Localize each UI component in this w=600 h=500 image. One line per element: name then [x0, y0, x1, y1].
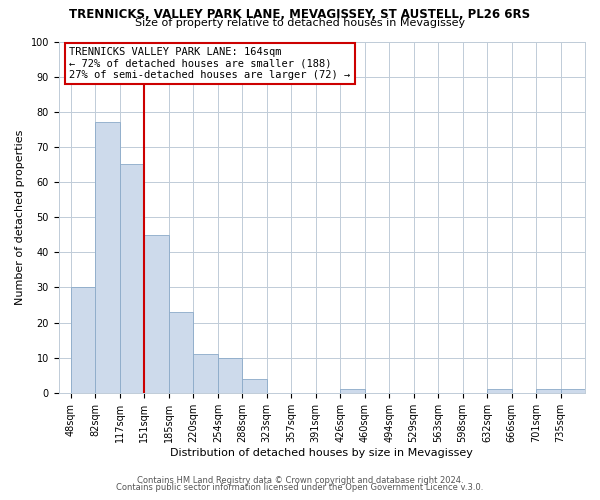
Text: Contains HM Land Registry data © Crown copyright and database right 2024.: Contains HM Land Registry data © Crown c…: [137, 476, 463, 485]
Text: Contains public sector information licensed under the Open Government Licence v.: Contains public sector information licen…: [116, 484, 484, 492]
Y-axis label: Number of detached properties: Number of detached properties: [15, 130, 25, 305]
Bar: [193, 354, 218, 393]
Text: Size of property relative to detached houses in Mevagissey: Size of property relative to detached ho…: [135, 18, 465, 28]
Bar: [340, 390, 365, 393]
Bar: [169, 312, 193, 393]
Bar: [95, 122, 120, 393]
Text: TRENNICKS VALLEY PARK LANE: 164sqm
← 72% of detached houses are smaller (188)
27: TRENNICKS VALLEY PARK LANE: 164sqm ← 72%…: [69, 47, 350, 80]
Bar: [218, 358, 242, 393]
Bar: [71, 288, 95, 393]
Bar: [242, 379, 267, 393]
Bar: [536, 390, 560, 393]
Text: TRENNICKS, VALLEY PARK LANE, MEVAGISSEY, ST AUSTELL, PL26 6RS: TRENNICKS, VALLEY PARK LANE, MEVAGISSEY,…: [70, 8, 530, 20]
Bar: [487, 390, 512, 393]
Bar: [120, 164, 145, 393]
Bar: [560, 390, 585, 393]
Bar: [145, 234, 169, 393]
X-axis label: Distribution of detached houses by size in Mevagissey: Distribution of detached houses by size …: [170, 448, 473, 458]
